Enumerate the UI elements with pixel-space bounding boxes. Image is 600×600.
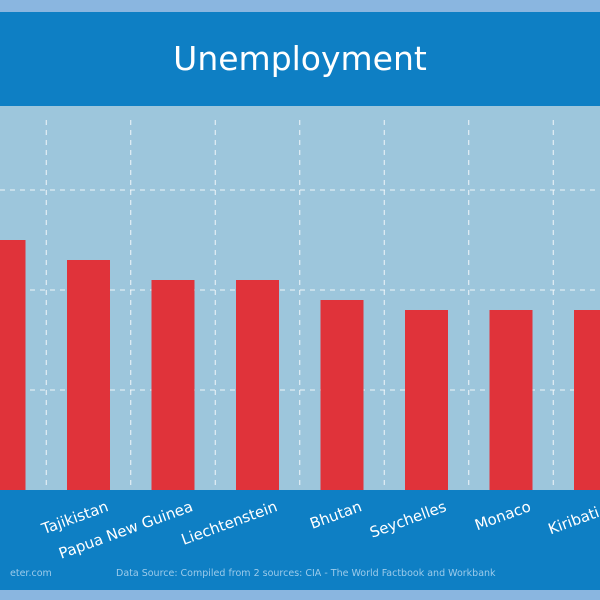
category-label: Kiribati Is [546, 497, 600, 538]
bar [489, 310, 533, 490]
chart-title: Unemployment [173, 39, 427, 78]
data-source-note: Data Source: Compiled from 2 sources: CI… [116, 568, 496, 579]
bar [0, 240, 26, 490]
bar [151, 280, 195, 490]
bar [236, 280, 279, 490]
bar [405, 310, 448, 490]
bar [574, 310, 600, 490]
bottom-bar [0, 490, 600, 590]
category-label: Monaco [472, 497, 533, 534]
bar [320, 300, 364, 490]
site-credit[interactable]: eter.com [10, 568, 52, 579]
title-bar: Unemployment [0, 12, 600, 106]
category-label: Liechtenstein [179, 497, 280, 548]
bar [67, 260, 110, 490]
category-label: Bhutan [307, 497, 364, 532]
category-label: Seychelles [367, 497, 448, 541]
